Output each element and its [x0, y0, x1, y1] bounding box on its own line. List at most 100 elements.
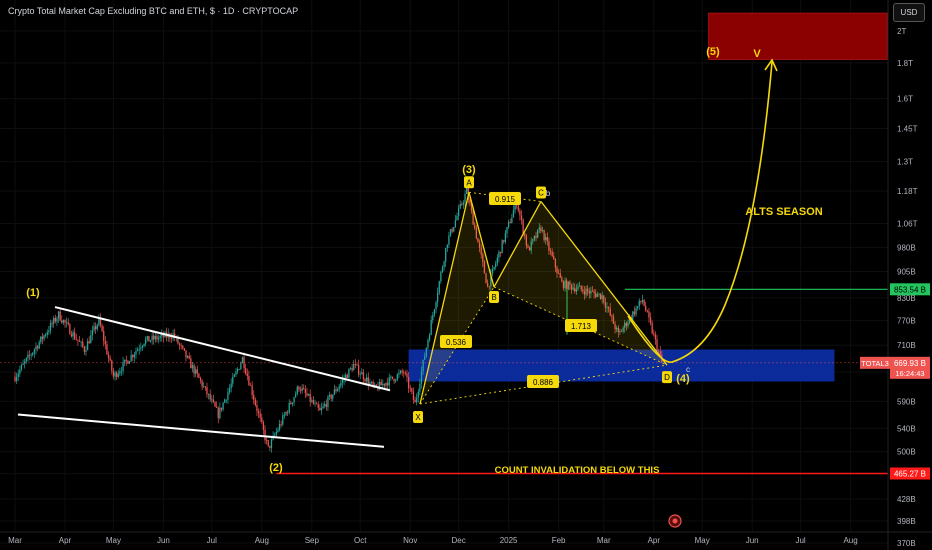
invalidation-text: COUNT INVALIDATION BELOW THIS — [495, 465, 660, 476]
harmonic-leg-CD — [540, 201, 668, 366]
candle-body — [148, 336, 150, 342]
candle-body — [582, 289, 584, 292]
candle-body — [214, 402, 216, 407]
candle-body — [541, 230, 544, 232]
candle-body — [117, 373, 119, 377]
candle-body — [319, 407, 321, 411]
candle-body — [282, 415, 284, 425]
candle-body — [493, 266, 495, 270]
candle-body — [77, 339, 79, 341]
candle-body — [180, 344, 182, 346]
candle-body — [635, 308, 637, 315]
candle-body — [646, 310, 648, 312]
candle-body — [316, 403, 318, 405]
candle-body — [154, 335, 156, 340]
candle-body — [432, 314, 434, 321]
candle-body — [514, 202, 516, 211]
candle-body — [98, 317, 100, 325]
candle-body — [575, 289, 578, 292]
y-tick-label: 540B — [897, 424, 916, 433]
candle-body — [624, 322, 626, 328]
x-tick-label: Dec — [451, 536, 465, 545]
candle-body — [553, 256, 555, 259]
candle-body — [93, 326, 95, 331]
candle-body — [490, 273, 492, 287]
candle-body — [580, 285, 582, 290]
candle-body — [28, 354, 31, 356]
projection-arrowhead — [764, 58, 778, 72]
candle-body — [106, 344, 108, 355]
target-zone — [708, 12, 888, 60]
candle-body — [14, 376, 16, 381]
candle-body — [17, 373, 19, 377]
candle-body — [406, 373, 408, 378]
candle-body — [383, 383, 386, 386]
candle-body — [475, 227, 478, 239]
harmonic-ratio-XB — [419, 286, 495, 405]
price-tag: 669.93 B — [894, 359, 926, 368]
wave-5-label: (5) — [706, 46, 720, 58]
candle-body — [227, 392, 229, 400]
candle-body — [632, 311, 634, 320]
candle-body — [203, 386, 205, 388]
candle-body — [212, 399, 215, 403]
ratio-bd-bg — [565, 319, 597, 332]
candle-body — [466, 188, 468, 194]
resistance-tag: 853.54 B — [894, 285, 926, 294]
candle-body — [146, 336, 148, 340]
candle-body — [209, 393, 211, 400]
candle-body — [411, 388, 413, 392]
labels-layer: 0.536 0.915 1.713 0.886 X A B C D (1) (2) (3) (4) (5)… — [26, 46, 822, 476]
x-tick-label: Aug — [255, 536, 269, 545]
y-tick-label: 2T — [897, 27, 906, 36]
candle-body — [535, 236, 537, 238]
candle-body — [456, 215, 458, 221]
candle-body — [95, 326, 97, 330]
candle-body — [135, 351, 137, 355]
candle-body — [109, 358, 111, 361]
candle-body — [107, 354, 110, 359]
y-tick-label: 1.3T — [897, 158, 913, 167]
candle-body — [549, 250, 552, 252]
candle-body — [364, 379, 366, 382]
candle-body — [585, 288, 587, 295]
candle-body — [378, 381, 381, 390]
candle-body — [91, 330, 94, 336]
event-marker-dot — [672, 518, 678, 524]
candle-body — [128, 361, 131, 364]
candle-body — [241, 357, 244, 364]
candle-body — [354, 364, 357, 365]
point-a-label: A — [466, 178, 472, 187]
candle-body — [356, 364, 358, 365]
candle-body — [567, 281, 569, 289]
x-tick-label: Apr — [648, 536, 661, 545]
candle-body — [293, 397, 295, 403]
candle-body — [333, 389, 336, 395]
candle-body — [524, 233, 526, 237]
candle-body — [443, 261, 445, 268]
candle-body — [357, 364, 360, 375]
candle-body — [314, 403, 316, 405]
candle-body — [41, 336, 44, 340]
invalidation-tag-bg — [890, 467, 930, 480]
candle-body — [382, 383, 384, 386]
y-tick-label: 1.06T — [897, 220, 918, 229]
candle-body — [525, 236, 528, 246]
currency-button[interactable]: USD — [893, 3, 925, 22]
point-a-label-bg — [464, 176, 474, 189]
candle-body — [511, 217, 513, 223]
harmonic-xab-fill — [420, 192, 494, 404]
candle-body — [501, 240, 503, 254]
candle-body — [141, 346, 144, 348]
candle-body — [536, 229, 539, 238]
candle-body — [485, 273, 487, 284]
candle-body — [448, 235, 450, 245]
candle-body — [551, 251, 553, 257]
candle-body — [265, 440, 268, 442]
candle-body — [595, 293, 597, 297]
candle-body — [546, 237, 548, 242]
x-tick-label: Jul — [207, 536, 217, 545]
candle-body — [351, 368, 353, 371]
candle-body — [149, 340, 152, 342]
